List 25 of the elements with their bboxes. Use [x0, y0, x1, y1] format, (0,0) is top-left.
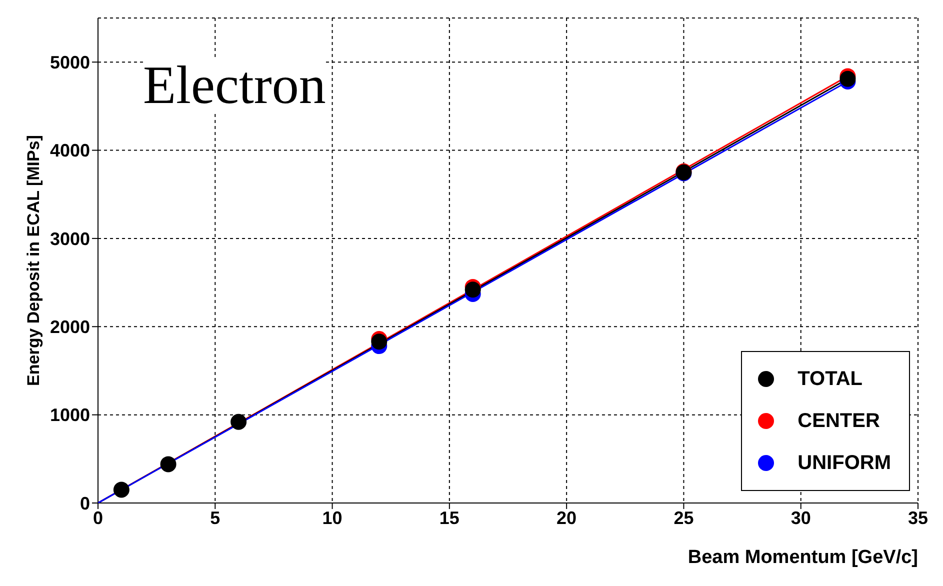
y-tick-label: 0 [80, 493, 90, 514]
x-tick-label: 25 [674, 508, 694, 528]
x-tick-label: 10 [322, 508, 342, 528]
annotation: Electron [143, 55, 326, 115]
x-tick-label: 30 [790, 508, 811, 528]
y-tick-label: 3000 [50, 228, 90, 249]
point [230, 414, 247, 430]
y-tick-label: 2000 [50, 317, 90, 338]
y-tick-label: 5000 [50, 52, 90, 72]
x-tick-label: 15 [439, 508, 460, 528]
legend-label: UNIFORM [798, 452, 891, 474]
x-tick-label: 35 [908, 508, 928, 528]
y-tick-label: 4000 [50, 140, 90, 161]
point [160, 456, 176, 472]
y-axis-title: Energy Deposit in ECAL [MIPs] [24, 135, 44, 386]
x-tick-label: 5 [210, 508, 220, 528]
y-tick-label: 1000 [50, 405, 90, 426]
point [371, 334, 388, 350]
x-tick-label: 20 [556, 508, 577, 528]
x-axis-title: Beam Momentum [GeV/c] [688, 547, 918, 568]
point [113, 482, 130, 498]
x-tick-label: 0 [92, 508, 104, 528]
legend-label: TOTAL [798, 368, 862, 390]
point [464, 282, 481, 298]
legend-label: CENTER [798, 410, 880, 432]
